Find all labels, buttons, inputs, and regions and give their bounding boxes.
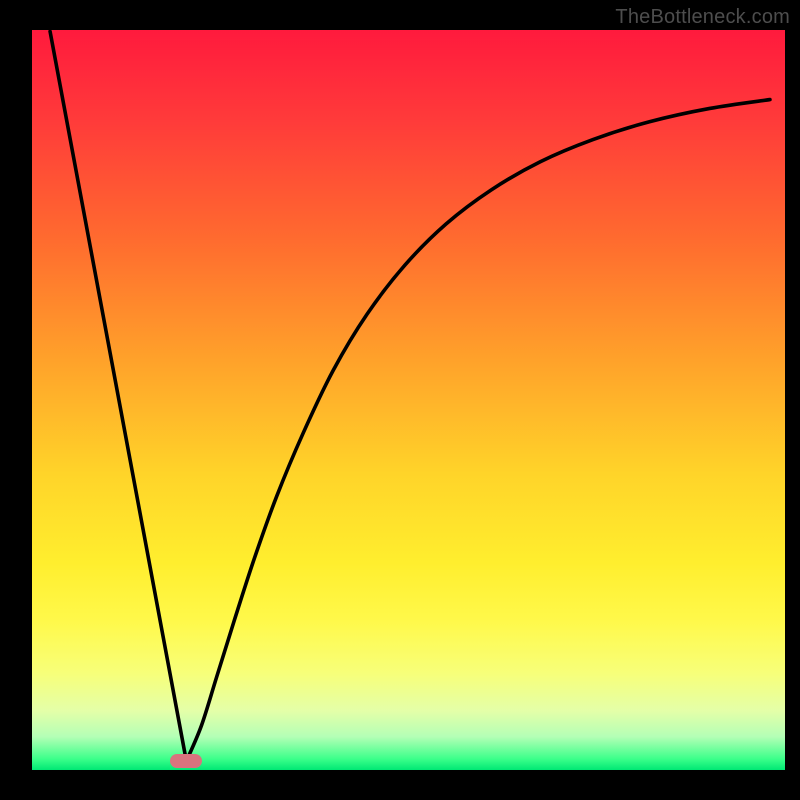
bottleneck-curve (50, 31, 770, 761)
minimum-marker (170, 754, 202, 768)
curve-layer (32, 30, 785, 770)
chart-container: TheBottleneck.com (0, 0, 800, 800)
plot-area (32, 30, 785, 770)
watermark-text: TheBottleneck.com (615, 6, 790, 29)
